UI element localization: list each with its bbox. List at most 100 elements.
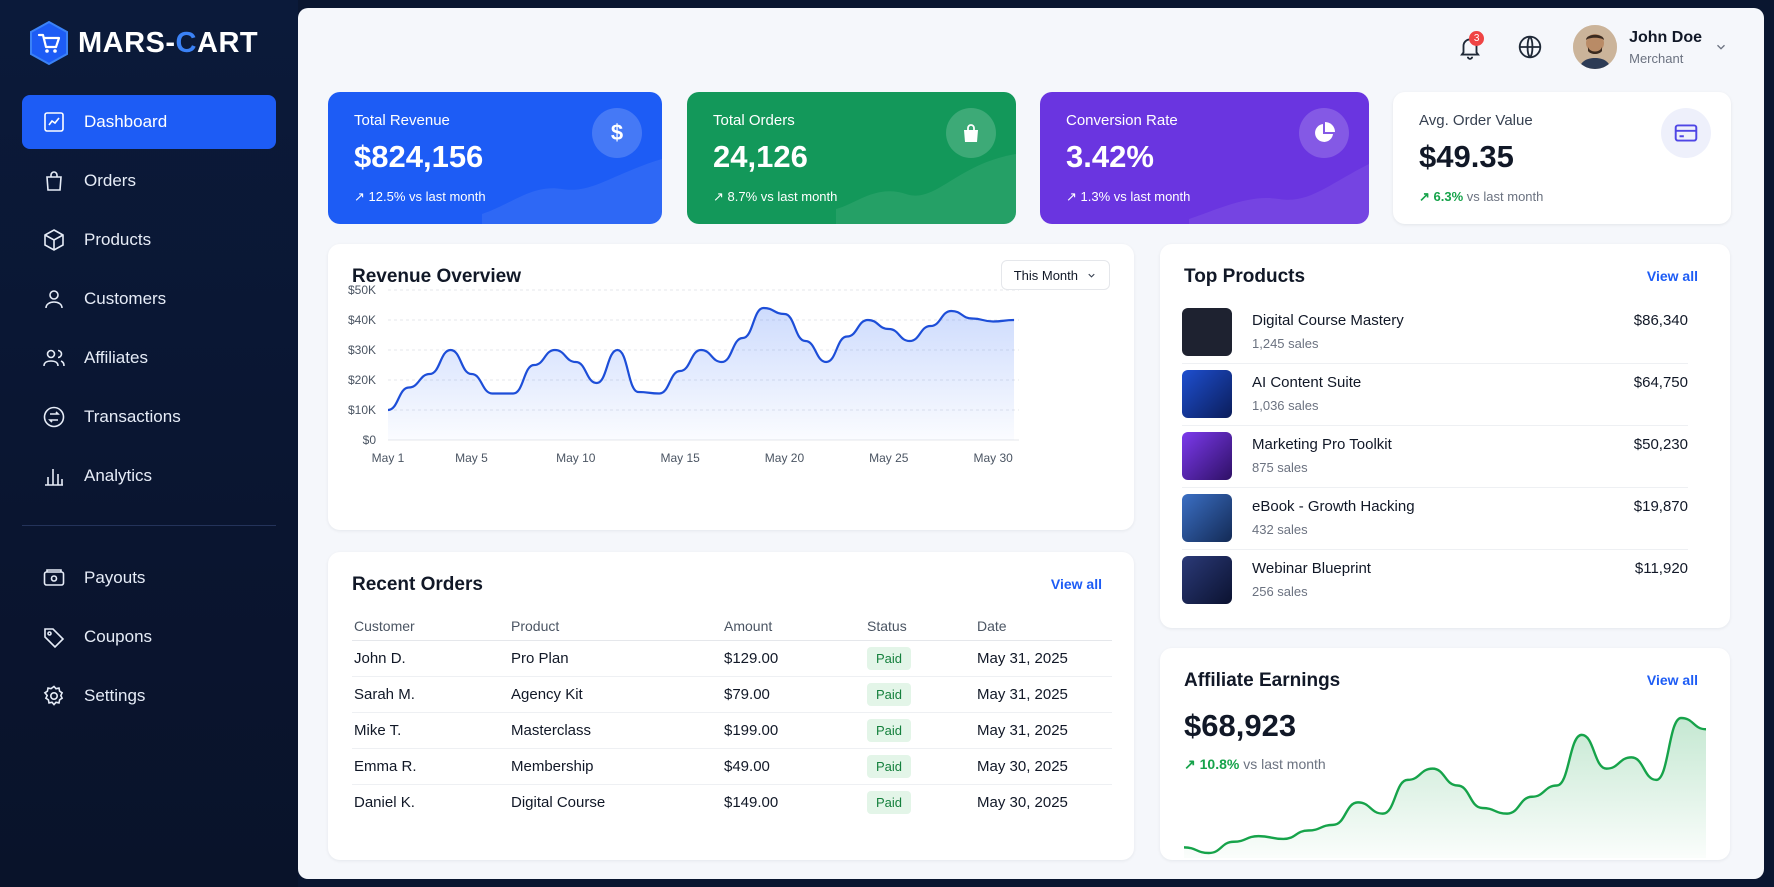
status-badge: Paid (867, 754, 912, 778)
product-row[interactable]: AI Content Suite 1,036 sales $64,750 (1182, 364, 1688, 426)
stat-label: Avg. Order Value (1419, 112, 1533, 129)
table-row[interactable]: Sarah M. Agency Kit $79.00 Paid May 31, … (352, 676, 1112, 713)
top-products-panel: Top Products View all Digital Course Mas… (1160, 244, 1730, 628)
revenue-overview-panel: Revenue Overview This Month $0 $10K $20K $3… (328, 244, 1134, 530)
sidebar-item-settings[interactable]: Settings (22, 669, 276, 723)
user-icon (45, 290, 63, 309)
y-tick-label: $20K (348, 373, 376, 387)
bar-chart-icon (45, 469, 63, 486)
stat-card-total-revenue[interactable]: Total Revenue $824,156 ↗ 12.5% vs last m… (328, 92, 662, 224)
sidebar-item-label: Coupons (84, 627, 153, 646)
shopping-bag-icon (946, 108, 996, 158)
cell-amount: $79.00 (722, 676, 865, 713)
affiliate-area-fill (1184, 718, 1706, 858)
sidebar-item-orders[interactable]: Orders (22, 154, 276, 208)
product-row[interactable]: Digital Course Mastery 1,245 sales $86,3… (1182, 302, 1688, 364)
product-revenue: $11,920 (1634, 560, 1688, 577)
y-tick-label: $50K (348, 283, 376, 297)
table-row[interactable]: Daniel K. Digital Course $149.00 Paid Ma… (352, 784, 1112, 820)
product-name: Marketing Pro Toolkit (1252, 436, 1392, 453)
product-row[interactable]: eBook - Growth Hacking 432 sales $19,870 (1182, 488, 1688, 550)
stat-label: Conversion Rate (1066, 112, 1178, 129)
product-revenue: $64,750 (1633, 374, 1688, 391)
cell-amount: $199.00 (722, 712, 865, 749)
stat-value: 24,126 (713, 139, 808, 174)
revenue-series-line (387, 306, 1015, 412)
sidebar-item-affiliates[interactable]: Affiliates (22, 331, 276, 385)
affiliate-trend-chart (1184, 716, 1706, 858)
table-row[interactable]: Emma R. Membership $49.00 Paid May 30, 2… (352, 748, 1112, 785)
cell-product: Masterclass (509, 712, 722, 749)
user-menu[interactable]: John Doe Merchant (1573, 25, 1728, 69)
panel-title: Affiliate Earnings (1184, 670, 1341, 691)
notifications-button[interactable]: 3 (1453, 30, 1487, 64)
sidebar-item-label: Products (84, 230, 152, 249)
cell-date: May 31, 2025 (975, 712, 1112, 749)
cart-logo-icon (30, 20, 68, 66)
status-badge: Paid (867, 790, 912, 814)
stat-label: Total Orders (713, 112, 795, 129)
revenue-area-fill (388, 308, 1014, 440)
brand-logo[interactable]: MARS-CART (28, 20, 258, 66)
view-all-affiliates-link[interactable]: View all (1646, 672, 1698, 688)
view-all-orders-link[interactable]: View all (1050, 576, 1102, 592)
sidebar-item-label: Orders (84, 171, 136, 190)
brand-name: MARS-CART (78, 26, 259, 59)
sidebar-item-dashboard[interactable]: Dashboard (22, 95, 276, 149)
decorative-wave (1189, 164, 1369, 224)
product-thumbnail (1182, 556, 1232, 604)
sidebar-item-products[interactable]: Products (22, 213, 276, 267)
stat-change: ↗ 6.3% vs last month (1419, 189, 1544, 204)
panel-title: Recent Orders (352, 574, 483, 595)
product-sales: 432 sales (1252, 522, 1308, 537)
column-header: Amount (722, 612, 865, 641)
status-badge: Paid (867, 718, 912, 742)
stat-card-total-orders[interactable]: Total Orders 24,126 ↗ 8.7% vs last month (687, 92, 1016, 224)
language-button[interactable] (1513, 30, 1547, 64)
stat-value: $824,156 (354, 139, 484, 174)
top-bar: 3 John Doe Merchant (1453, 22, 1728, 72)
cell-product: Pro Plan (509, 640, 722, 677)
column-header: Customer (352, 612, 509, 641)
table-row[interactable]: Mike T. Masterclass $199.00 Paid May 31,… (352, 712, 1112, 749)
sidebar-item-transactions[interactable]: Transactions (22, 390, 276, 444)
chevron-down-icon (1717, 44, 1725, 50)
product-thumbnail (1182, 308, 1232, 356)
column-header: Status (865, 612, 975, 641)
sidebar: MARS-CART Dashboard Orders Products Cust… (0, 0, 298, 887)
x-tick-label: May 25 (869, 451, 909, 465)
cell-customer: Emma R. (352, 748, 509, 785)
user-name: John Doe (1629, 28, 1702, 46)
stat-card-avg-order-value[interactable]: Avg. Order Value $49.35 ↗ 6.3% vs last m… (1393, 92, 1731, 224)
table-row[interactable]: John D. Pro Plan $129.00 Paid May 31, 20… (352, 640, 1112, 677)
cell-date: May 30, 2025 (977, 793, 1068, 811)
globe-icon (1518, 35, 1542, 59)
cell-customer: John D. (352, 640, 509, 677)
product-name: AI Content Suite (1252, 374, 1362, 391)
stat-change: ↗ 8.7% vs last month (713, 189, 838, 204)
product-row[interactable]: Marketing Pro Toolkit 875 sales $50,230 (1182, 426, 1688, 488)
affiliate-earnings-value: $68,923 (1184, 708, 1297, 743)
sidebar-item-customers[interactable]: Customers (22, 272, 276, 326)
sidebar-item-label: Transactions (84, 407, 181, 426)
sidebar-item-payouts[interactable]: Payouts (22, 551, 276, 605)
product-sales: 256 sales (1252, 584, 1308, 599)
product-row[interactable]: Webinar Blueprint 256 sales $11,920 (1182, 550, 1688, 612)
svg-text:$: $ (611, 121, 623, 145)
x-tick-label: May 30 (973, 451, 1013, 465)
view-all-products-link[interactable]: View all (1646, 268, 1698, 284)
stat-label: Total Revenue (354, 112, 450, 129)
cell-status: Paid (865, 676, 975, 713)
product-revenue: $19,870 (1633, 498, 1688, 515)
cell-product: Agency Kit (509, 676, 722, 713)
y-tick-label: $40K (348, 313, 376, 327)
stat-change: ↗ 12.5% vs last month (354, 189, 486, 204)
pie-chart-icon (1299, 108, 1349, 158)
stat-value: 3.42% (1066, 139, 1154, 174)
sidebar-item-analytics[interactable]: Analytics (22, 449, 276, 503)
cell-customer: Mike T. (352, 712, 509, 749)
x-tick-label: May 1 (372, 451, 405, 465)
sidebar-item-coupons[interactable]: Coupons (22, 610, 276, 664)
stat-card-conversion-rate[interactable]: Conversion Rate 3.42% ↗ 1.3% vs last mon… (1040, 92, 1369, 224)
period-select[interactable]: This Month (1000, 260, 1110, 290)
